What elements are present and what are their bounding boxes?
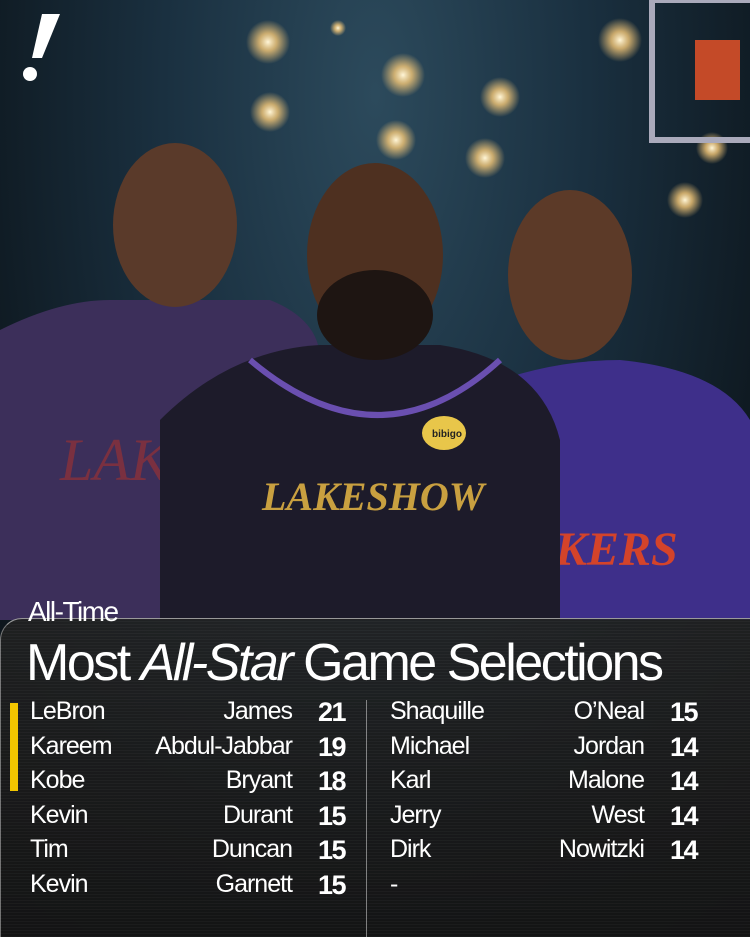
player-first-name: Karl <box>390 766 431 795</box>
subtitle: All-Time <box>28 596 119 627</box>
player-last-name: Jordan <box>573 731 645 760</box>
player-last-name: Malone <box>568 766 645 795</box>
player-last-name: Durant <box>222 800 293 829</box>
page-title: Most All-Star Game Selections <box>26 633 664 693</box>
svg-text:bibigo: bibigo <box>432 429 462 440</box>
title-emphasis: All-Star <box>140 634 294 692</box>
player-first-name: Kevin <box>30 869 89 898</box>
left-column: LeBron James 21 Kareem Abdul-Jabbar 19 Kobe Bry… <box>30 697 360 905</box>
selection-count: 14 <box>670 731 699 762</box>
arena-lights <box>246 18 728 218</box>
player-last-name: Garnett <box>215 869 293 898</box>
player-first-name: Kobe <box>30 766 85 795</box>
svg-text:KERS: KERS <box>554 523 678 576</box>
title-part: Game Selections <box>291 634 664 692</box>
player-first-name: Kareem <box>30 731 113 760</box>
player-last-name: Abdul-Jabbar <box>155 731 293 760</box>
list-item: Dirk Nowitzki 14 <box>390 835 720 870</box>
column-divider <box>366 700 367 937</box>
list-item: Shaquille O’Neal 15 <box>390 697 720 732</box>
selection-count: 21 <box>318 697 347 727</box>
list-item: Karl Malone 14 <box>390 766 720 801</box>
selection-count: 15 <box>318 800 347 831</box>
player-first-name: Dirk <box>390 835 431 864</box>
player-first-name: - <box>390 869 398 898</box>
player-first-name: Michael <box>390 731 470 760</box>
player-last-name: Duncan <box>211 835 293 864</box>
player-first-name: Jerry <box>390 800 442 829</box>
svg-text:LAKESHOW: LAKESHOW <box>261 474 487 519</box>
selection-count: 15 <box>318 869 347 900</box>
list-item: Michael Jordan 14 <box>390 732 720 767</box>
selection-count: 14 <box>670 766 699 797</box>
selection-count: 14 <box>670 835 699 866</box>
backboard <box>649 0 750 143</box>
selection-count: 18 <box>318 766 347 797</box>
player-kobe: KERS <box>500 190 750 620</box>
player-first-name: Kevin <box>30 800 89 829</box>
selection-count: 19 <box>318 731 347 762</box>
selection-count: 15 <box>670 697 699 727</box>
player-last-name: Bryant <box>225 766 293 795</box>
player-first-name: Tim <box>30 835 69 864</box>
list-item: - <box>390 870 720 905</box>
player-first-name: LeBron <box>30 697 106 725</box>
brand-logo-exclamation-icon <box>23 14 60 81</box>
player-lebron: bibigo LAKESHOW <box>160 163 560 620</box>
list-item: Kevin Garnett 15 <box>30 870 360 905</box>
selection-count: 14 <box>670 800 699 831</box>
highlight-bar <box>10 703 18 791</box>
title-part: Most <box>26 634 141 692</box>
list-item: Kareem Abdul-Jabbar 19 <box>30 732 360 767</box>
player-last-name: Nowitzki <box>558 835 645 864</box>
player-last-name: O’Neal <box>573 697 645 725</box>
player-first-name: Shaquille <box>390 697 485 725</box>
list-item: Tim Duncan 15 <box>30 835 360 870</box>
leaderboard-panel <box>0 618 750 937</box>
list-item: Jerry West 14 <box>390 801 720 836</box>
right-column: Shaquille O’Neal 15 Michael Jordan 14 Karl Malo… <box>390 697 720 905</box>
list-item: Kevin Durant 15 <box>30 801 360 836</box>
list-item: LeBron James 21 <box>30 697 360 732</box>
player-last-name: James <box>223 697 293 725</box>
list-item: Kobe Bryant 18 <box>30 766 360 801</box>
player-last-name: West <box>591 800 645 829</box>
selection-count: 15 <box>318 835 347 866</box>
